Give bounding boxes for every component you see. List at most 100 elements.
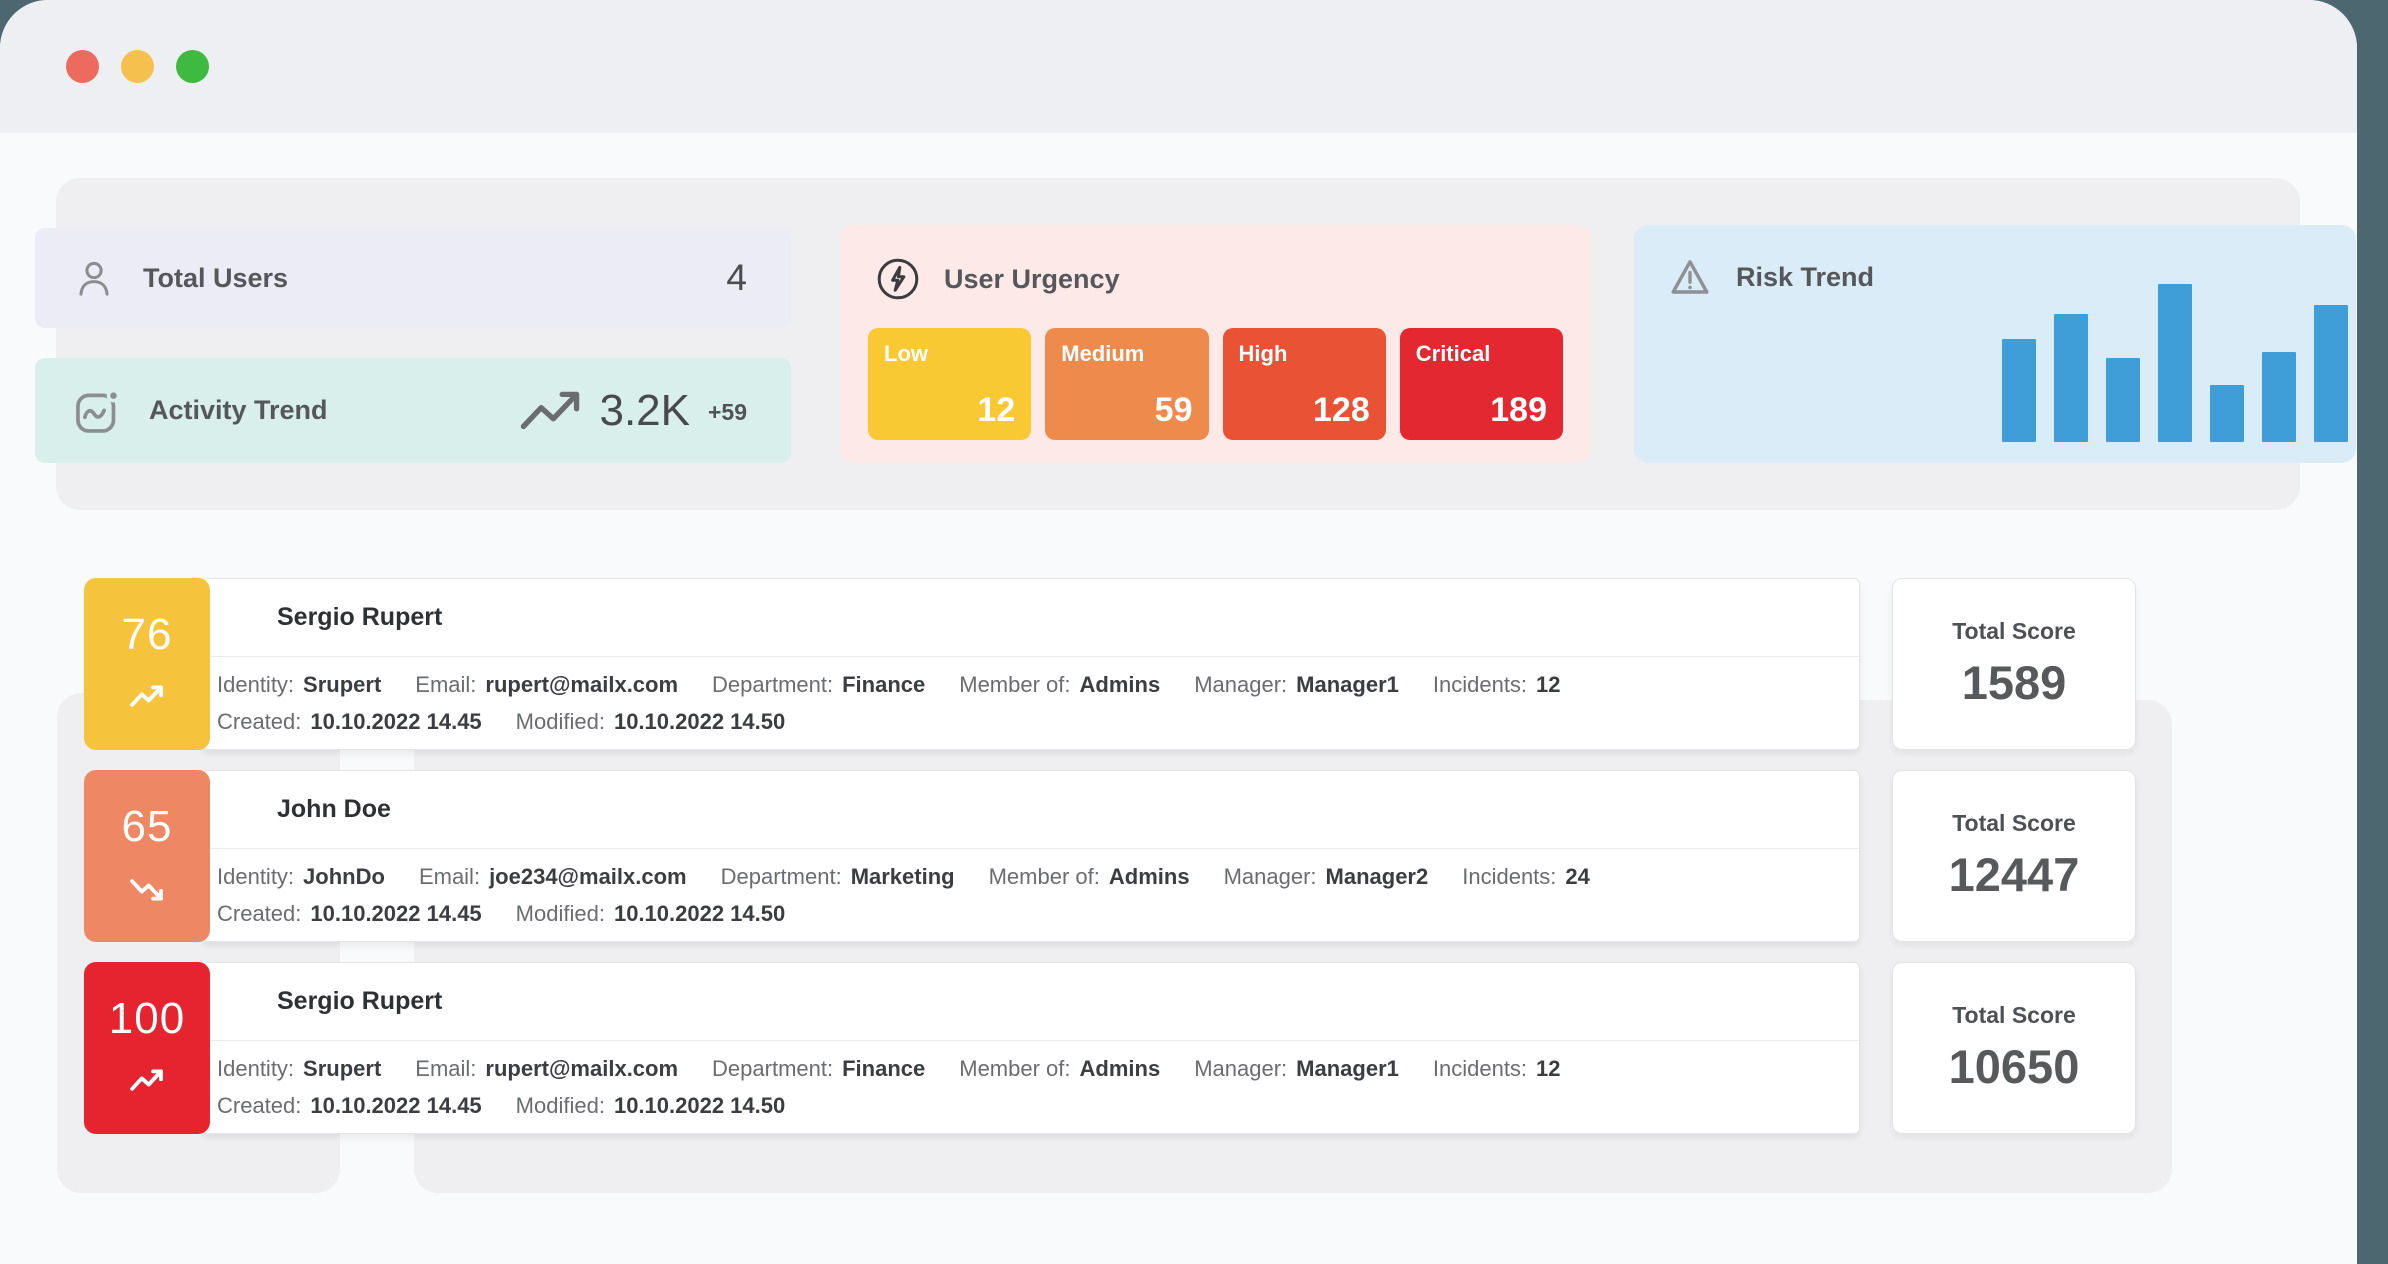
risk-score-badge: 100 (84, 962, 210, 1134)
field-label: Identity: (217, 863, 295, 889)
urgency-tile-low[interactable]: Low 12 (868, 328, 1032, 440)
total-score-value: 12447 (1948, 848, 2080, 901)
user-row[interactable]: 76 Sergio Rupert Identity: Srupert Email:… (84, 578, 2136, 750)
field-value: Manager1 (1296, 1055, 1399, 1081)
field-label: Member of: (959, 671, 1071, 697)
field-value: 10.10.2022 14.45 (310, 1092, 482, 1118)
urgency-tile-label: High (1238, 341, 1288, 366)
user-name: Sergio Rupert (277, 603, 443, 631)
total-score-card: Total Score 1589 (1892, 578, 2136, 750)
activity-trend-label: Activity Trend (149, 395, 328, 425)
field-value: 10.10.2022 14.45 (310, 900, 482, 926)
urgency-tile-high[interactable]: High 128 (1222, 328, 1386, 440)
field-value: 12 (1536, 1055, 1561, 1081)
risk-bar (2002, 339, 2036, 442)
total-score-card: Total Score 10650 (1892, 962, 2136, 1134)
risk-trend-label: Risk Trend (1736, 261, 1875, 292)
field-value: Manager2 (1325, 863, 1429, 889)
window-titlebar (0, 0, 2357, 133)
user-icon (79, 261, 109, 296)
user-urgency-label: User Urgency (944, 263, 1120, 294)
urgency-tile-critical[interactable]: Critical 189 (1399, 328, 1563, 440)
warning-triangle-icon (1671, 260, 1709, 294)
field-label: Department: (712, 1055, 834, 1081)
field-label: Manager: (1194, 1055, 1288, 1081)
field-value: Srupert (303, 1055, 382, 1081)
field-label: Manager: (1223, 863, 1317, 889)
risk-score-value: 100 (108, 994, 186, 1043)
risk-bar (2158, 284, 2192, 442)
total-score-label: Total Score (1952, 618, 2076, 644)
field-label: Created: (217, 1092, 302, 1118)
user-detail-card: Sergio Rupert Identity: Srupert Email: rup… (202, 578, 1860, 750)
field-value: Admins (1079, 671, 1161, 697)
total-score-label: Total Score (1952, 810, 2076, 836)
activity-trend-delta: +59 (707, 399, 747, 425)
total-users-label: Total Users (143, 262, 289, 293)
field-label: Email: (415, 671, 477, 697)
user-row[interactable]: 100 Sergio Rupert Identity: Srupert Email… (84, 962, 2136, 1134)
field-value: Marketing (850, 863, 955, 889)
field-value: 10.10.2022 14.50 (613, 900, 786, 926)
risk-score-badge: 65 (84, 770, 210, 942)
field-label: Identity: (217, 671, 295, 697)
field-value: Finance (842, 671, 926, 697)
field-value: Manager1 (1296, 671, 1399, 697)
urgency-tile-label: Low (884, 341, 928, 366)
minimize-window-button[interactable] (121, 50, 154, 83)
field-label: Manager: (1194, 671, 1288, 697)
user-row-header: Sergio Rupert (203, 963, 1859, 1041)
risk-bar (2262, 352, 2296, 442)
field-label: Member of: (988, 863, 1100, 889)
field-value: 10.10.2022 14.50 (613, 708, 786, 734)
user-urgency-card: User Urgency Low 12 Medium 59 High 128 C… (840, 225, 1591, 463)
total-score-card: Total Score 12447 (1892, 770, 2136, 942)
user-row-header: Sergio Rupert (203, 579, 1859, 657)
field-label: Incidents: (1432, 1055, 1528, 1081)
field-label: Email: (418, 863, 481, 889)
risk-bar (2210, 385, 2244, 442)
risk-bar (2054, 314, 2088, 442)
urgency-tile-medium[interactable]: Medium 59 (1045, 328, 1209, 440)
field-label: Created: (217, 900, 302, 926)
field-label: Modified: (515, 900, 605, 926)
risk-score-value: 76 (121, 610, 173, 659)
activity-trend-value: 3.2K (599, 385, 690, 435)
total-users-card: Total Users 4 (35, 228, 791, 328)
urgency-tile-value: 128 (1313, 391, 1370, 429)
zoom-window-button[interactable] (176, 50, 209, 83)
field-label: Department: (720, 863, 842, 889)
user-name: Sergio Rupert (277, 987, 443, 1015)
total-score-value: 10650 (1948, 1040, 2080, 1093)
user-detail-card: John Doe Identity: JohnDo Email: joe234@ma… (202, 770, 1860, 942)
risk-bar (2314, 305, 2348, 442)
close-window-button[interactable] (66, 50, 99, 83)
urgency-tile-value: 12 (977, 391, 1016, 429)
field-label: Incidents: (1462, 863, 1557, 889)
user-list: 76 Sergio Rupert Identity: Srupert Email:… (84, 578, 2136, 1154)
field-value: rupert@mailx.com (485, 671, 679, 697)
risk-trend-card: Risk Trend (1634, 225, 2356, 463)
user-detail-card: Sergio Rupert Identity: Srupert Email: rup… (202, 962, 1860, 1134)
field-value: 12 (1536, 671, 1561, 697)
field-value: JohnDo (303, 863, 385, 889)
field-value: 10.10.2022 14.45 (310, 708, 482, 734)
trending-down-icon (130, 879, 163, 901)
user-row[interactable]: 65 John Doe Identity: JohnDo Email: joe234… (84, 770, 2136, 942)
lightning-circle-icon (877, 258, 919, 300)
urgency-tile-value: 59 (1154, 391, 1193, 429)
risk-bar (2106, 358, 2140, 442)
total-users-value: 4 (726, 257, 747, 298)
risk-score-value: 65 (121, 802, 173, 851)
trending-up-icon (130, 685, 163, 707)
field-label: Incidents: (1432, 671, 1528, 697)
field-label: Modified: (515, 708, 605, 734)
field-value: Admins (1079, 1055, 1161, 1081)
field-label: Created: (217, 708, 302, 734)
total-score-value: 1589 (1961, 656, 2067, 709)
risk-score-badge: 76 (84, 578, 210, 750)
field-label: Department: (712, 671, 834, 697)
field-value: Srupert (303, 671, 382, 697)
user-row-header: John Doe (203, 771, 1859, 849)
